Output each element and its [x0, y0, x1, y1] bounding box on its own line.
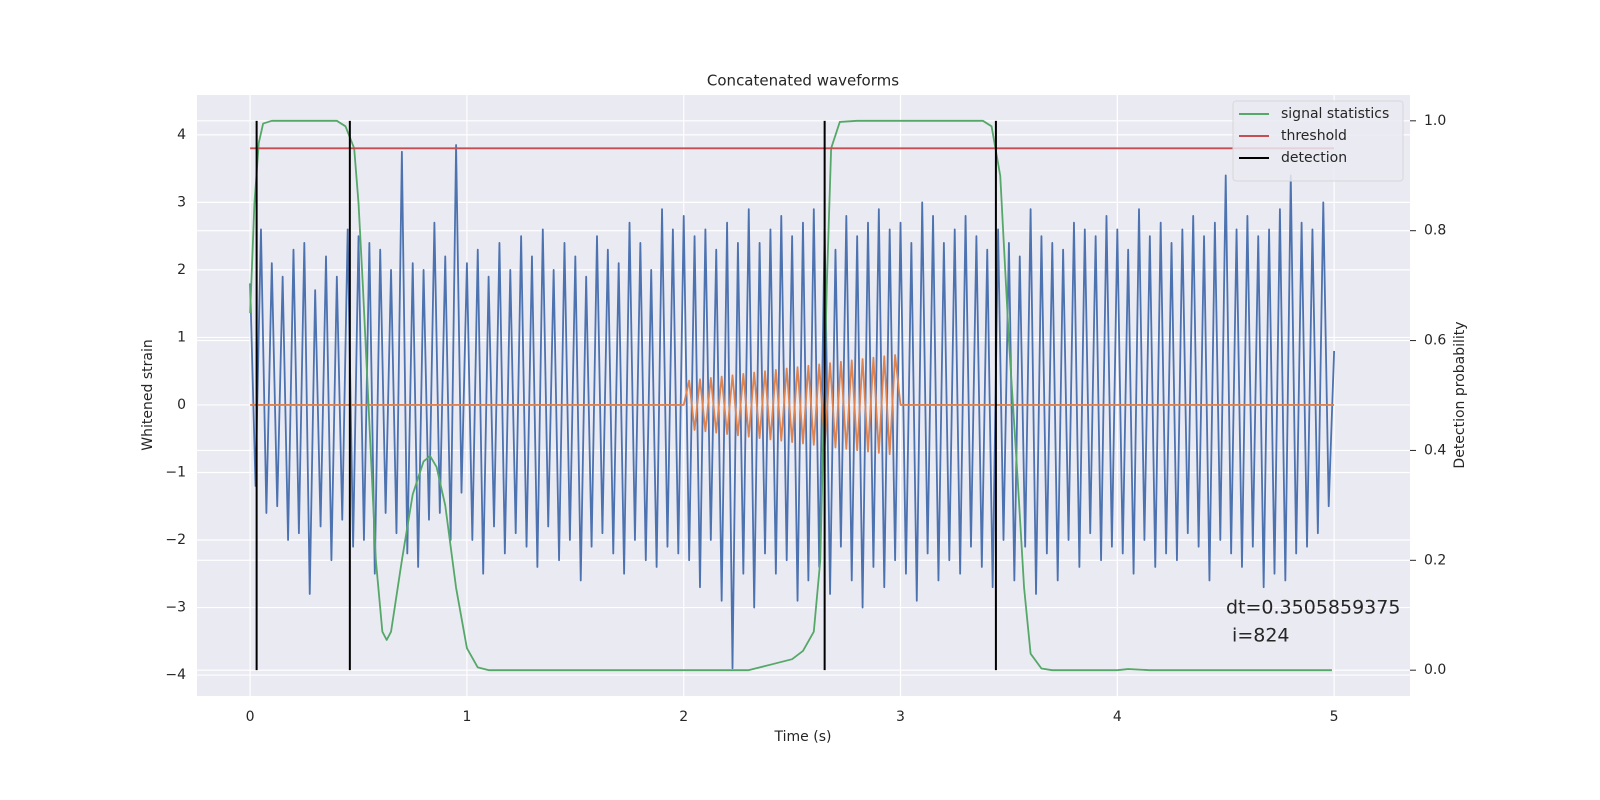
legend-label: signal statistics: [1281, 106, 1389, 122]
annotation: i=824: [1226, 625, 1290, 647]
plot-area: [249, 119, 1336, 672]
x-tick-label: 2: [679, 709, 688, 725]
y-tick-label: −1: [165, 464, 186, 480]
legend-box: [1232, 100, 1404, 182]
chart-title: Concatenated waveforms: [707, 72, 899, 90]
y2-tick-label: 0.0: [1424, 662, 1446, 678]
y-tick-label: −4: [165, 667, 186, 683]
legend: signal statistics threshold detection: [1232, 100, 1404, 182]
x-tick-label: 3: [896, 709, 905, 725]
y2-tick-label: 1.0: [1424, 113, 1446, 129]
x-tick-label: 4: [1113, 709, 1122, 725]
y2-axis-label: Detection probability: [1452, 321, 1468, 468]
x-tick-label: 0: [246, 709, 255, 725]
y2-tick-label: 0.2: [1424, 552, 1446, 568]
y2-tick-label: 0.8: [1424, 223, 1446, 239]
y-tick-label: −3: [165, 600, 186, 616]
annotation: dt=0.3505859375: [1226, 597, 1400, 619]
y2-tick-label: 0.4: [1424, 442, 1446, 458]
waveform-line: [249, 144, 1336, 670]
y-tick-label: 2: [177, 262, 186, 278]
x-tick-label: 1: [462, 709, 471, 725]
waveform-line: [250, 354, 1335, 456]
x-tick-label: 5: [1330, 709, 1339, 725]
legend-label: threshold: [1281, 128, 1347, 144]
series-line: [249, 119, 1332, 672]
y2-tick-label: 0.6: [1424, 333, 1446, 349]
y-axis-label: Whitened strain: [140, 339, 156, 450]
y-tick-label: 1: [177, 329, 186, 345]
y-tick-label: 4: [177, 127, 186, 143]
x-axis-label: Time (s): [774, 729, 832, 745]
y-tick-label: 0: [177, 397, 186, 413]
y-tick-label: −2: [165, 532, 186, 548]
legend-label: detection: [1281, 150, 1347, 166]
y-tick-label: 3: [177, 194, 186, 210]
